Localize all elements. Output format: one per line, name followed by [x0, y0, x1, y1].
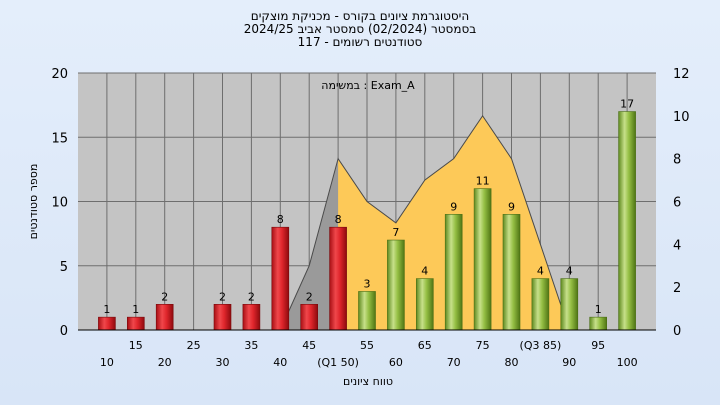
- title-line-1: היסטוגרמת ציונים בקורס - מכניקת מוצקים: [250, 9, 470, 23]
- y-tick-label: 5: [60, 260, 68, 275]
- bar-95: [589, 316, 608, 331]
- bar-15: [127, 316, 145, 331]
- area-outline: [279, 114, 570, 331]
- y-tick-label: 15: [51, 131, 68, 146]
- x-tick-label-lower: 100: [617, 356, 638, 369]
- bar-45: [300, 303, 319, 331]
- bar-100: [618, 111, 636, 331]
- bar-65: [415, 278, 434, 331]
- bar-label-15: 1: [132, 303, 139, 316]
- chart-title: היסטוגרמת ציונים בקורס - מכניקת מוצקים ב…: [0, 10, 720, 49]
- x-axis-label: טווח ציונים: [343, 375, 393, 388]
- x-tick-label-upper: 15: [129, 339, 143, 352]
- x-tick-label-lower: 80: [505, 356, 519, 369]
- bar-35: [242, 303, 261, 331]
- chart-annotation: במשימה : Exam_A: [321, 79, 415, 92]
- x-tick-label-upper: 55: [360, 339, 374, 352]
- bar-70: [444, 214, 463, 331]
- y2-tick-label: 12: [673, 67, 690, 82]
- y-tick-label: 20: [51, 67, 68, 82]
- bar-label-95: 1: [595, 303, 602, 316]
- x-tick-label-upper: 35: [244, 339, 258, 352]
- bar-label-35: 2: [248, 290, 255, 303]
- bar-20: [155, 303, 174, 331]
- x-tick-label-upper: (Q3 85): [520, 339, 562, 352]
- bar-label-75: 11: [476, 175, 490, 188]
- x-tick-label-lower: 10: [100, 356, 114, 369]
- y2-tick-label: 0: [673, 324, 681, 339]
- bar-label-40: 8: [277, 213, 284, 226]
- bar-60: [387, 239, 405, 331]
- bar-label-90: 4: [566, 265, 573, 278]
- bar-90: [560, 278, 579, 331]
- x-tick-label-lower: 30: [216, 356, 230, 369]
- bar-40: [271, 226, 290, 331]
- bar-80: [502, 214, 521, 331]
- x-tick-label-lower: 90: [562, 356, 576, 369]
- bar-85: [531, 278, 550, 331]
- bar-label-45: 2: [306, 290, 313, 303]
- bar-label-10: 1: [103, 303, 110, 316]
- bar-label-65: 4: [421, 265, 428, 278]
- x-tick-label-upper: 25: [187, 339, 201, 352]
- bar-label-100: 17: [620, 98, 634, 111]
- x-tick-label-upper: 75: [476, 339, 490, 352]
- title-line-2: בסמסטר (02/2024) סמסטר אביב 2024/25: [243, 22, 477, 36]
- bar-label-70: 9: [450, 200, 457, 213]
- y2-tick-label: 10: [673, 110, 690, 125]
- x-tick-label-upper: 95: [591, 339, 605, 352]
- y-axis-label: מספר סטודנטים: [27, 164, 40, 240]
- x-tick-label-upper: 65: [418, 339, 432, 352]
- bar-label-60: 7: [392, 226, 399, 239]
- y2-tick-label: 8: [673, 153, 681, 168]
- bar-label-80: 9: [508, 200, 515, 213]
- x-tick-label-lower: (Q1 50): [317, 356, 359, 369]
- bar-75: [473, 188, 492, 331]
- y2-tick-label: 4: [673, 238, 681, 253]
- x-tick-label-lower: 20: [158, 356, 172, 369]
- bar-55: [358, 291, 376, 331]
- bar-label-50: 8: [335, 213, 342, 226]
- bar-30: [213, 303, 232, 331]
- bar-label-30: 2: [219, 290, 226, 303]
- x-tick-label-lower: 40: [273, 356, 287, 369]
- y2-tick-label: 6: [673, 196, 681, 211]
- y-tick-label: 0: [60, 324, 68, 339]
- x-tick-label-lower: 60: [389, 356, 403, 369]
- title-line-3: סטודנטים רשומים - 117: [297, 35, 423, 49]
- bar-10: [98, 316, 116, 331]
- bar-50: [329, 226, 347, 331]
- bar-series: [98, 111, 636, 331]
- x-tick-label-lower: 70: [447, 356, 461, 369]
- bar-label-85: 4: [537, 265, 544, 278]
- y-tick-label: 10: [51, 196, 68, 211]
- y2-tick-label: 2: [673, 281, 681, 296]
- bar-label-20: 2: [161, 290, 168, 303]
- bar-label-55: 3: [364, 277, 371, 290]
- x-tick-label-upper: 45: [302, 339, 316, 352]
